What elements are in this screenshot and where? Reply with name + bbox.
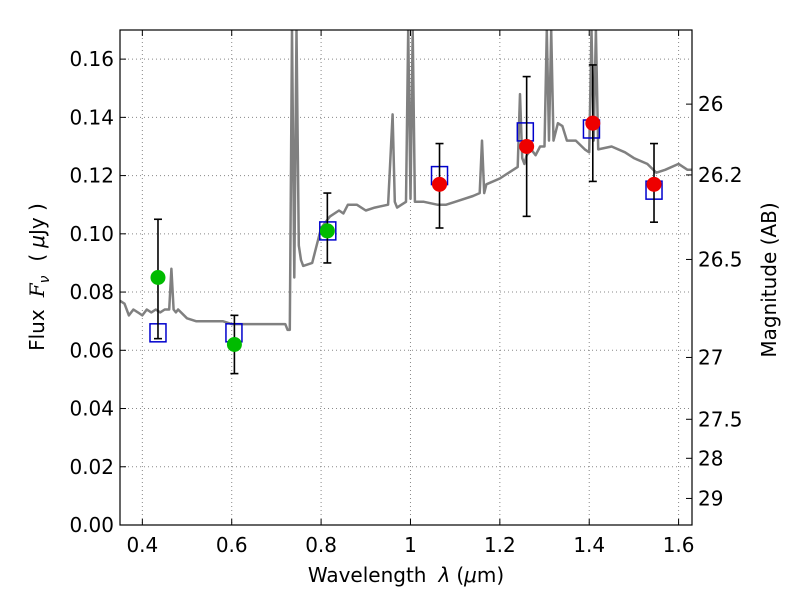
y2-tick-label: 29 [698,486,723,510]
y-tick-label: 0.10 [69,222,114,246]
x-tick-label: 1.2 [484,533,516,557]
y-tick-label: 0.02 [69,455,114,479]
y2-tick-label: 26.2 [698,163,743,187]
y-tick-label: 0.06 [69,338,114,362]
x-tick-label: 0.8 [305,533,337,557]
y2-axis-label: Magnitude (AB) [757,202,781,357]
y-axis-label: FluxFν(μJy ) [25,203,53,351]
x-axis-ticks: 0.4 0.6 0.8 1 1.2 1.4 1.6 [126,30,695,557]
red-data-point [519,138,535,154]
y2-tick-label: 26 [698,92,723,116]
y-axis-ticks: 0.00 0.02 0.04 0.06 0.08 0.10 0.12 0.14 0.16 [69,47,126,537]
x-tick-label: 0.6 [216,533,248,557]
data-points-group [150,115,662,352]
y2-tick-label: 27 [698,345,723,369]
y-tick-label: 0.14 [69,105,114,129]
red-data-point [585,115,601,131]
x-tick-label: 1.4 [573,533,605,557]
y-tick-label: 0.16 [69,47,114,71]
x-axis-label: Wavelength λ (μm) [308,563,504,587]
y-tick-label: 0.12 [69,164,114,188]
green-data-point [319,223,335,239]
model-spectrum-line [120,30,692,332]
y2-tick-label: 26.5 [698,247,743,271]
y2-tick-label: 27.5 [698,407,743,431]
red-data-point [432,176,448,192]
y2-tick-label: 28 [698,446,723,470]
x-tick-label: 1.6 [663,533,695,557]
green-data-point [150,270,166,285]
y-tick-label: 0.08 [69,280,114,304]
y-tick-label: 0.04 [69,397,114,421]
x-tick-label: 1 [404,533,417,557]
y-tick-label: 0.00 [69,513,114,537]
x-tick-label: 0.4 [126,533,158,557]
green-data-point [226,336,242,352]
plot-frame [119,29,693,526]
red-data-point [646,176,662,192]
y2-axis-ticks: 26 26.2 26.5 27 27.5 28 29 [686,92,743,510]
